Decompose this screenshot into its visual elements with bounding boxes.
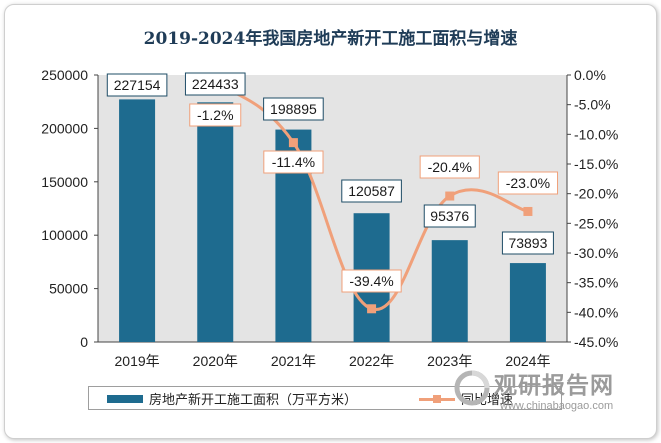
legend-item-bars: 房地产新开工施工面积（万平方米） [107, 389, 357, 408]
bar-value-label: 73893 [508, 235, 547, 251]
growth-point [288, 138, 298, 148]
right-axis-tick-label: -5.0% [574, 97, 611, 113]
growth-value-label: -11.4% [272, 154, 315, 170]
bar-value-box [341, 179, 402, 203]
x-axis-tick-label: 2022年 [349, 353, 394, 369]
right-axis-tick-label: -30.0% [574, 245, 618, 261]
growth-value-box [189, 103, 242, 127]
bar [197, 102, 234, 342]
growth-value-label: -39.4% [349, 273, 393, 289]
bar [431, 240, 468, 342]
legend-bar-swatch [107, 394, 143, 403]
growth-value-box [263, 150, 324, 174]
watermark: 观研报告网 www.chinabaogao.com [446, 364, 646, 424]
growth-point [523, 206, 533, 216]
bar [119, 99, 156, 342]
growth-value-box [341, 269, 402, 293]
bar-value-label: 120587 [348, 183, 395, 199]
right-axis-tick-label: -15.0% [574, 156, 618, 172]
left-axis-tick-label: 200000 [41, 120, 88, 136]
x-axis-tick-label: 2021年 [271, 353, 316, 369]
right-axis-tick-label: -45.0% [574, 334, 618, 350]
growth-point [367, 304, 377, 314]
watermark-name: 观研报告网 [494, 372, 614, 398]
right-axis-tick-label: -35.0% [574, 275, 618, 291]
growth-value-box [419, 155, 480, 179]
watermark-url: www.chinabaogao.com [500, 400, 614, 412]
x-axis-tick-label: 2024年 [505, 353, 550, 369]
bar-value-box [423, 204, 476, 228]
bar-value-label: 95376 [430, 208, 469, 224]
chart-title: 2019-2024年我国房地产新开工施工面积与增速 [143, 29, 518, 49]
watermark-logo-icon [454, 370, 490, 406]
bar-value-label: 198895 [270, 101, 317, 117]
bar-value-box [501, 231, 554, 255]
left-axis-tick-label: 250000 [41, 67, 88, 83]
plot-area [98, 75, 567, 342]
right-axis-tick-label: -10.0% [574, 126, 618, 142]
bar-value-box [106, 73, 168, 97]
bar-value-box [184, 72, 246, 96]
bar [509, 263, 546, 342]
growth-point [445, 191, 455, 201]
growth-value-label: -23.0% [506, 175, 550, 191]
left-axis-tick-label: 100000 [41, 227, 88, 243]
right-axis-tick-label: 0.0% [574, 67, 606, 83]
x-axis-tick-label: 2020年 [193, 353, 238, 369]
x-axis-tick-label: 2019年 [115, 353, 160, 369]
bar-value-box [263, 97, 324, 121]
right-axis-tick-label: -40.0% [574, 304, 618, 320]
legend-label-bars: 房地产新开工施工面积（万平方米） [149, 392, 358, 407]
bar-value-label: 227154 [114, 77, 161, 93]
right-axis-tick-label: -25.0% [574, 215, 618, 231]
left-axis-tick-label: 50000 [49, 281, 88, 297]
right-axis-tick-label: -20.0% [574, 186, 618, 202]
legend-line-swatch [419, 393, 455, 405]
growth-value-box [497, 171, 559, 195]
bar-value-label: 224433 [192, 76, 239, 92]
left-axis-tick-label: 0 [80, 334, 88, 350]
x-axis-tick-label: 2023年 [427, 353, 472, 369]
growth-value-label: -20.4% [428, 159, 472, 175]
left-axis-tick-label: 150000 [41, 174, 88, 190]
growth-value-label: -1.2% [197, 107, 234, 123]
